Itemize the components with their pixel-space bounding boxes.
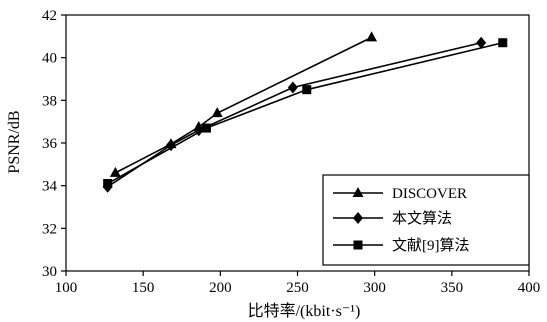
data-point-triangle [211,107,223,118]
y-tick-label: 40 [42,51,57,67]
x-tick-label: 150 [132,280,155,296]
x-tick-label: 300 [363,280,386,296]
legend-marker-square [353,240,363,250]
series-line [107,41,482,188]
legend-label: 本文算法 [392,209,452,227]
x-tick-label: 350 [441,280,464,296]
legend-marker-triangle [352,187,364,197]
data-point-triangle [109,166,121,177]
y-tick-label: 34 [42,179,58,195]
series-line [115,36,372,174]
data-point-square [201,123,211,133]
legend-label: 文献[9]算法 [392,236,470,254]
legend-label: DISCOVER [392,186,467,202]
series-1 [109,31,378,177]
axis-ticks [61,14,530,276]
series-line [107,41,503,185]
y-tick-label: 30 [42,264,57,280]
y-tick-label: 38 [42,93,57,109]
legend-item: 本文算法 [333,209,452,227]
y-axis-title: PSNR/dB [6,110,23,173]
data-point-triangle [366,31,378,42]
y-tick-label: 32 [42,221,57,237]
data-point-square [103,179,113,189]
legend-item: 文献[9]算法 [333,236,470,254]
data-point-square [498,38,508,48]
data-point-diamond [287,81,298,94]
axis-tick-labels: 100 150 200 250 300 350 400 30 32 34 36 38 40 42 [42,8,540,296]
legend-marker-diamond [353,212,363,224]
x-tick-label: 200 [209,280,232,296]
data-point-diamond [476,36,487,49]
series-3 [103,38,508,189]
legend-item: DISCOVER [333,186,467,202]
y-tick-label: 36 [42,136,58,152]
data-point-square [302,85,312,95]
x-tick-label: 400 [518,280,541,296]
x-axis-title: 比特率/(kbit·s⁻¹) [248,302,361,320]
data-point-diamond [165,139,176,152]
series-layer [102,31,508,193]
x-tick-label: 250 [286,280,309,296]
y-tick-label: 42 [42,8,57,24]
x-tick-label: 100 [55,280,78,296]
